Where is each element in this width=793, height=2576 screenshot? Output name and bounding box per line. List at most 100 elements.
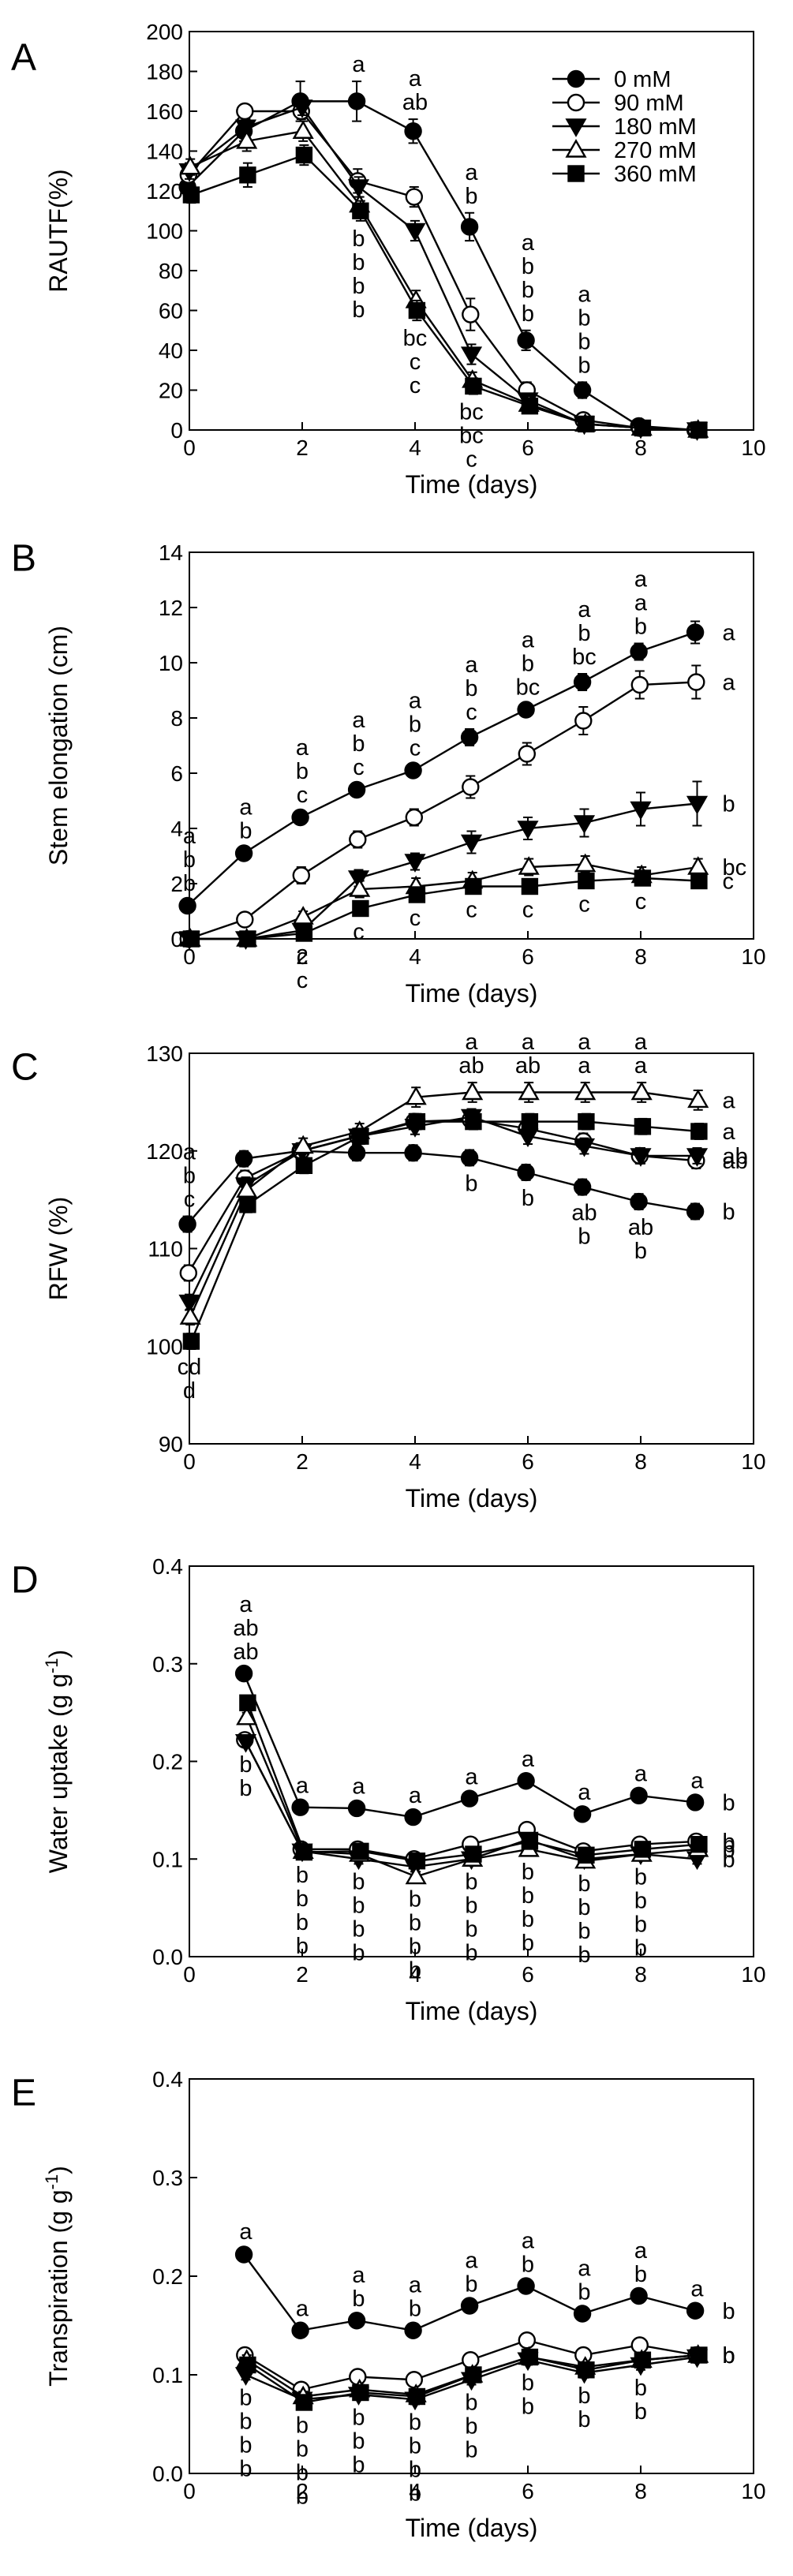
significance-letter: a: [522, 628, 535, 653]
x-tick-label: 8: [634, 1962, 647, 1987]
data-point: [239, 1196, 256, 1213]
panel-letter: E: [11, 2073, 36, 2114]
series-line: [188, 681, 697, 940]
data-point: [518, 1081, 540, 1101]
data-point: [292, 120, 314, 139]
significance-letter: b: [465, 676, 477, 701]
data-point: [634, 419, 652, 437]
significance-letter: b: [296, 1886, 309, 1912]
data-point: [234, 119, 257, 139]
x-tick-label: 8: [634, 2479, 647, 2503]
data-point: [234, 1734, 257, 1753]
x-tick-label: 6: [522, 1449, 534, 1474]
significance-letter: b: [522, 1931, 534, 1956]
data-point: [178, 1215, 196, 1233]
data-point: [518, 745, 536, 763]
significance-letter: a: [578, 597, 591, 623]
data-point: [292, 866, 310, 884]
y-tick-label: 10: [159, 651, 183, 675]
x-tick-label: 4: [409, 1449, 421, 1474]
significance-letter: c: [410, 373, 421, 398]
y-tick-label: 0.4: [152, 1554, 183, 1579]
x-tick-label: 6: [522, 1962, 534, 1987]
data-point: [179, 155, 201, 175]
significance-letter: a: [352, 1774, 365, 1800]
data-point: [573, 2305, 592, 2323]
significance-letter: a: [690, 2277, 704, 2302]
significance-letter: b: [352, 2452, 365, 2477]
data-point: [634, 1841, 652, 1858]
significance-letter: a: [634, 591, 648, 616]
significance-letter: c: [297, 968, 309, 993]
significance-letter: b: [465, 2271, 477, 2297]
x-tick-label: 2: [296, 2479, 309, 2503]
significance-letter: a: [352, 708, 365, 733]
significance-letter: b: [578, 1871, 590, 1897]
data-point: [578, 415, 595, 433]
data-point: [630, 1786, 648, 1805]
significance-letter: a: [239, 795, 252, 821]
significance-letter: b: [522, 1883, 534, 1909]
data-point: [465, 877, 482, 895]
data-point: [465, 377, 482, 395]
data-point: [347, 780, 366, 799]
significance-letter: c: [410, 906, 421, 931]
x-axis-title: Time (days): [406, 979, 538, 1008]
legend-marker: [565, 118, 587, 137]
x-tick-label: 8: [634, 436, 647, 460]
significance-letter: b: [352, 297, 365, 323]
significance-letter: b: [723, 1838, 735, 1863]
significance-letter: b: [296, 1910, 309, 1935]
significance-letter: b: [409, 2458, 421, 2483]
data-point: [690, 2346, 708, 2364]
significance-letter: b: [723, 1847, 735, 1872]
significance-letter: b: [723, 2343, 735, 2368]
data-point: [690, 1123, 708, 1140]
x-tick-label: 10: [741, 2479, 765, 2503]
significance-letter: b: [409, 1887, 421, 1912]
significance-letter: b: [352, 1893, 365, 1918]
data-point: [236, 1706, 258, 1725]
data-point: [521, 1112, 539, 1131]
panel-letter: A: [11, 37, 36, 79]
significance-letter: b: [723, 1199, 735, 1224]
significance-letter: a: [690, 1768, 704, 1793]
significance-letter: ab: [233, 1639, 258, 1665]
data-point: [521, 398, 539, 415]
significance-letter: bc: [403, 326, 428, 351]
significance-letter: b: [465, 184, 477, 209]
y-tick-label: 0.3: [152, 1652, 183, 1677]
significance-letter: b: [522, 2252, 534, 2277]
data-point: [347, 92, 366, 110]
data-point: [239, 166, 256, 184]
data-point: [630, 2286, 648, 2305]
significance-letter: b: [239, 819, 252, 844]
y-tick-label: 0.1: [152, 2363, 183, 2387]
series-line: [190, 863, 698, 940]
significance-letter: a: [409, 1783, 422, 1808]
significance-letter: c: [466, 898, 477, 923]
series-line: [189, 1091, 698, 1318]
data-point: [630, 1192, 648, 1211]
y-axis-title: RAUTF(%): [44, 169, 73, 292]
data-point: [517, 1772, 535, 1790]
data-point: [690, 1835, 708, 1853]
y-tick-label: 0.3: [152, 2166, 183, 2190]
data-point: [291, 99, 313, 118]
significance-letter: b: [578, 1942, 590, 1968]
x-tick-label: 10: [741, 436, 765, 460]
data-point: [295, 1843, 313, 1861]
data-point: [182, 930, 200, 948]
significance-letter: b: [578, 1895, 590, 1920]
y-axis-title: Transpiration (g g-1): [42, 2166, 73, 2387]
data-point: [404, 854, 426, 873]
data-point: [518, 856, 540, 875]
data-point: [578, 1846, 595, 1864]
significance-letter: b: [239, 1752, 252, 1778]
significance-letter: bc: [723, 855, 747, 880]
significance-letter: a: [723, 671, 736, 696]
data-point: [236, 910, 254, 929]
significance-letter: a: [409, 66, 422, 92]
significance-letter: b: [522, 652, 534, 677]
